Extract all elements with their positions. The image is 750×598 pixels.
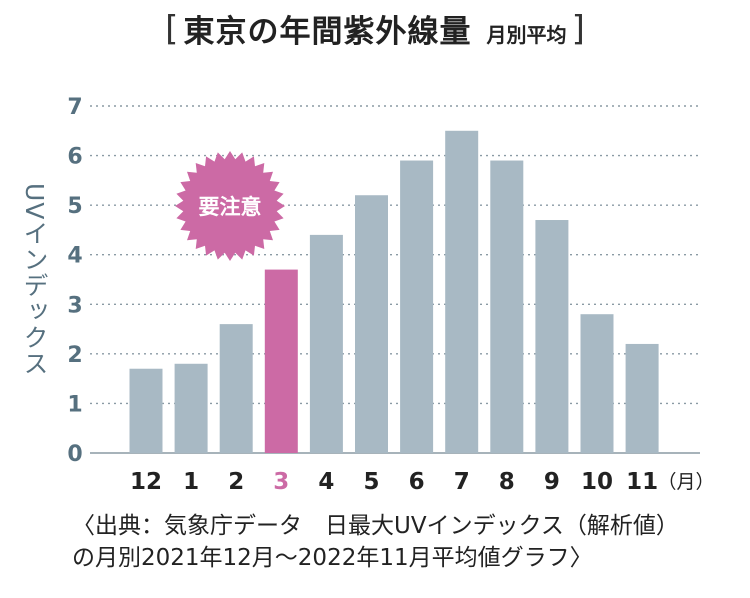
bar-3 (264, 269, 298, 453)
bar-2 (219, 324, 253, 453)
x-tick-4: 4 (318, 469, 334, 495)
y-tick-0: 0 (67, 442, 82, 467)
x-unit-label: （月） (657, 471, 714, 493)
y-tick-7: 7 (67, 95, 82, 120)
x-tick-labels: 12 1 2 3 4 5 6 7 8 9 10 11 （月） (130, 469, 715, 495)
bar-5 (355, 195, 388, 453)
x-tick-5: 5 (363, 469, 379, 495)
x-tick-1: 1 (183, 469, 199, 495)
caution-badge: 要注意 (175, 151, 285, 261)
source-note: 〈出典：気象庁データ 日最大UVインデックス（解析値） の月別2021年12月〜… (72, 510, 679, 574)
y-axis-label: UVインデックス (20, 183, 49, 377)
bar-12 (129, 368, 163, 453)
y-tick-3: 3 (67, 293, 82, 318)
bar-9 (535, 220, 569, 453)
title-main: 東京の年間紫外線量 (183, 14, 472, 50)
bar-6 (400, 160, 434, 453)
badge-text: 要注意 (199, 195, 262, 219)
bar-11 (625, 343, 659, 453)
bars (129, 130, 659, 454)
title-bracket-close: ] (571, 9, 585, 49)
x-tick-11: 11 (626, 469, 658, 495)
y-tick-labels: 0 1 2 3 4 5 6 7 (67, 95, 82, 467)
source-line-1: 〈出典：気象庁データ 日最大UVインデックス（解析値） (72, 513, 679, 539)
title-bracket-open: [ (165, 9, 179, 49)
x-tick-10: 10 (581, 469, 613, 495)
bar-1 (174, 363, 208, 453)
x-tick-3: 3 (273, 469, 289, 495)
x-tick-2: 2 (228, 469, 244, 495)
bar-4 (309, 234, 343, 453)
x-tick-8: 8 (499, 469, 515, 495)
x-tick-12: 12 (130, 469, 162, 495)
y-tick-4: 4 (67, 244, 82, 269)
chart-title: [ 東京の年間紫外線量 月別平均 ] (0, 6, 750, 51)
x-tick-7: 7 (454, 469, 470, 495)
bar-8 (490, 160, 524, 453)
y-tick-5: 5 (67, 194, 82, 219)
y-tick-6: 6 (67, 145, 82, 170)
x-tick-6: 6 (409, 469, 425, 495)
bar-7 (445, 130, 479, 454)
title-sub: 月別平均 (486, 23, 567, 47)
bar-10 (580, 314, 614, 453)
source-line-2: の月別2021年12月〜2022年11月平均値グラフ〉 (72, 545, 593, 571)
badge-starburst-shape (175, 151, 285, 261)
x-tick-9: 9 (544, 469, 560, 495)
y-tick-1: 1 (67, 392, 82, 417)
y-tick-2: 2 (67, 343, 82, 368)
